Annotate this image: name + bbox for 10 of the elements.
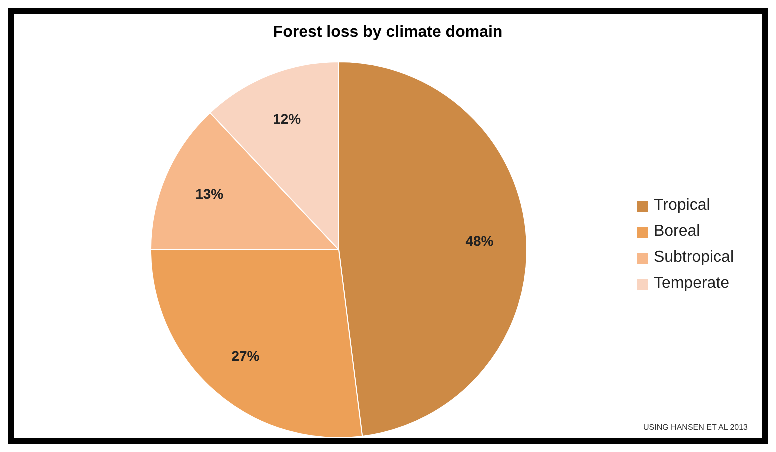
legend-label: Boreal — [654, 222, 700, 242]
data-label: 27% — [232, 348, 260, 364]
legend-label: Tropical — [654, 196, 710, 216]
text: USING HANSEN ET AL 2013 — [644, 423, 748, 432]
data-label: 48% — [466, 233, 494, 250]
legend-label: Temperate — [654, 274, 730, 294]
chart-title: Forest loss by climate domain — [272, 23, 504, 43]
data-label: 13% — [196, 186, 224, 202]
legend-label: Subtropical — [654, 248, 734, 268]
data-label: 12% — [273, 110, 302, 127]
